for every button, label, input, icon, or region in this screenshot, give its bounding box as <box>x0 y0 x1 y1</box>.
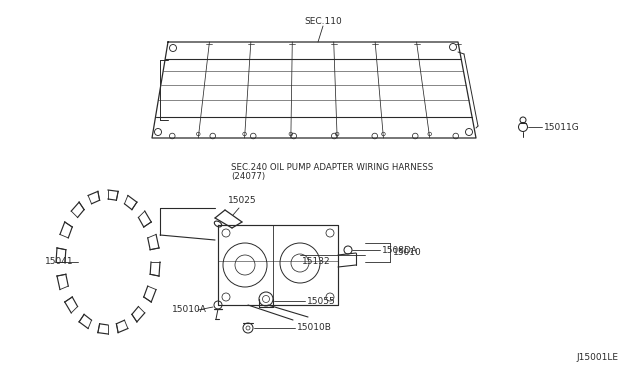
Text: SEC.240 OIL PUMP ADAPTER WIRING HARNESS: SEC.240 OIL PUMP ADAPTER WIRING HARNESS <box>231 163 433 172</box>
Text: 1508DA: 1508DA <box>382 246 418 254</box>
Text: 15041: 15041 <box>45 257 74 266</box>
Text: 15025: 15025 <box>228 196 257 205</box>
Text: 15011G: 15011G <box>544 122 580 131</box>
Text: J15001LE: J15001LE <box>576 353 618 362</box>
Text: (24077): (24077) <box>231 172 265 181</box>
Text: SEC.110: SEC.110 <box>304 17 342 26</box>
Text: 15010B: 15010B <box>297 324 332 333</box>
Text: 15010A: 15010A <box>172 305 207 314</box>
Text: 15055: 15055 <box>307 296 336 305</box>
Text: 15010: 15010 <box>393 247 422 257</box>
Text: 15132: 15132 <box>302 257 331 266</box>
